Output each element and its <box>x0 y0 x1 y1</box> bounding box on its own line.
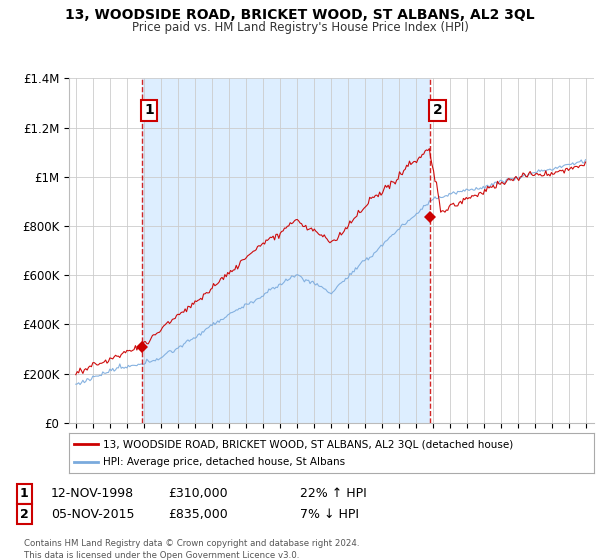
Text: 2: 2 <box>20 507 28 521</box>
Text: 7% ↓ HPI: 7% ↓ HPI <box>300 507 359 521</box>
Text: 2: 2 <box>433 104 442 118</box>
Text: £310,000: £310,000 <box>168 487 227 501</box>
Bar <box>142 78 430 423</box>
Text: 05-NOV-2015: 05-NOV-2015 <box>51 507 134 521</box>
Text: 13, WOODSIDE ROAD, BRICKET WOOD, ST ALBANS, AL2 3QL: 13, WOODSIDE ROAD, BRICKET WOOD, ST ALBA… <box>65 8 535 22</box>
Text: HPI: Average price, detached house, St Albans: HPI: Average price, detached house, St A… <box>103 457 345 467</box>
Text: 13, WOODSIDE ROAD, BRICKET WOOD, ST ALBANS, AL2 3QL (detached house): 13, WOODSIDE ROAD, BRICKET WOOD, ST ALBA… <box>103 439 514 449</box>
Text: Price paid vs. HM Land Registry's House Price Index (HPI): Price paid vs. HM Land Registry's House … <box>131 21 469 34</box>
Text: £835,000: £835,000 <box>168 507 228 521</box>
Text: 1: 1 <box>20 487 28 501</box>
Text: 12-NOV-1998: 12-NOV-1998 <box>51 487 134 501</box>
Text: 1: 1 <box>144 104 154 118</box>
Text: Contains HM Land Registry data © Crown copyright and database right 2024.
This d: Contains HM Land Registry data © Crown c… <box>24 539 359 559</box>
Text: 22% ↑ HPI: 22% ↑ HPI <box>300 487 367 501</box>
